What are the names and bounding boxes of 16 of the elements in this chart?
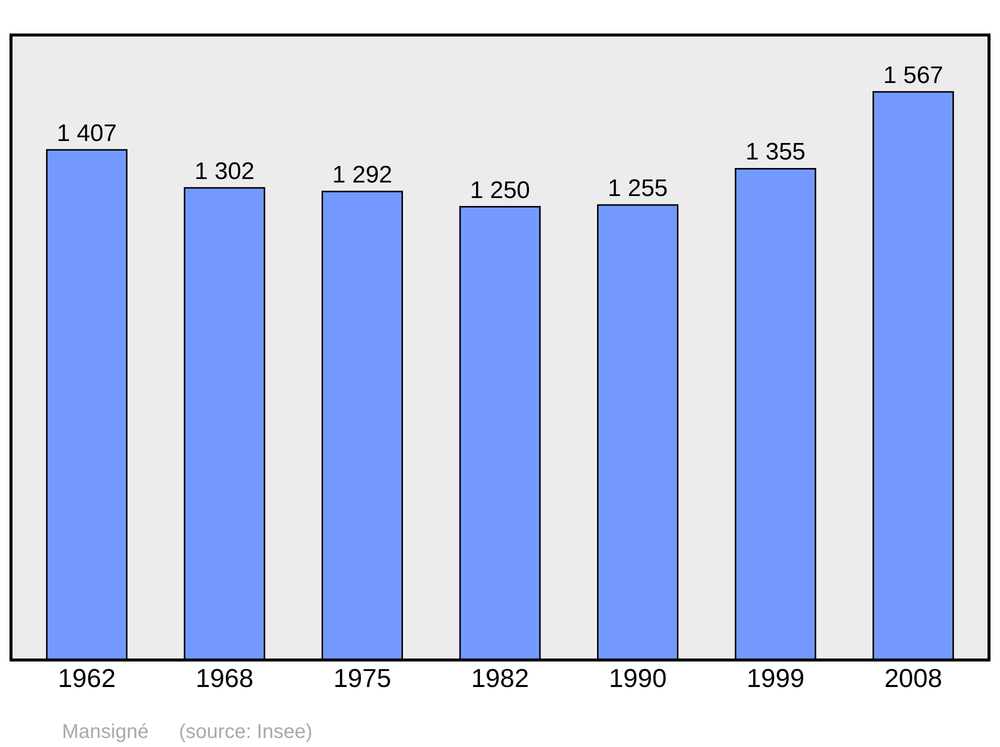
- data-label: 1 255: [608, 174, 668, 202]
- text: (source: Insee): [179, 721, 312, 743]
- x-tick-label: 1968: [196, 663, 254, 693]
- x-tick-label: 1975: [333, 663, 392, 693]
- x-tick-label: 1990: [608, 663, 667, 693]
- x-tick-label: 1962: [58, 663, 116, 693]
- x-tick-label: 1982: [471, 663, 529, 693]
- x-tick-label: 1999: [746, 663, 804, 693]
- data-label: 1 302: [194, 158, 255, 185]
- data-label: 1 250: [470, 176, 530, 204]
- data-label: 1 355: [745, 138, 806, 166]
- data-label: 1 292: [332, 162, 392, 189]
- x-tick-label: 2008: [884, 663, 942, 693]
- data-label: 1 407: [56, 120, 117, 147]
- text: Mansigné: [62, 721, 149, 743]
- data-label: 1 567: [883, 62, 944, 89]
